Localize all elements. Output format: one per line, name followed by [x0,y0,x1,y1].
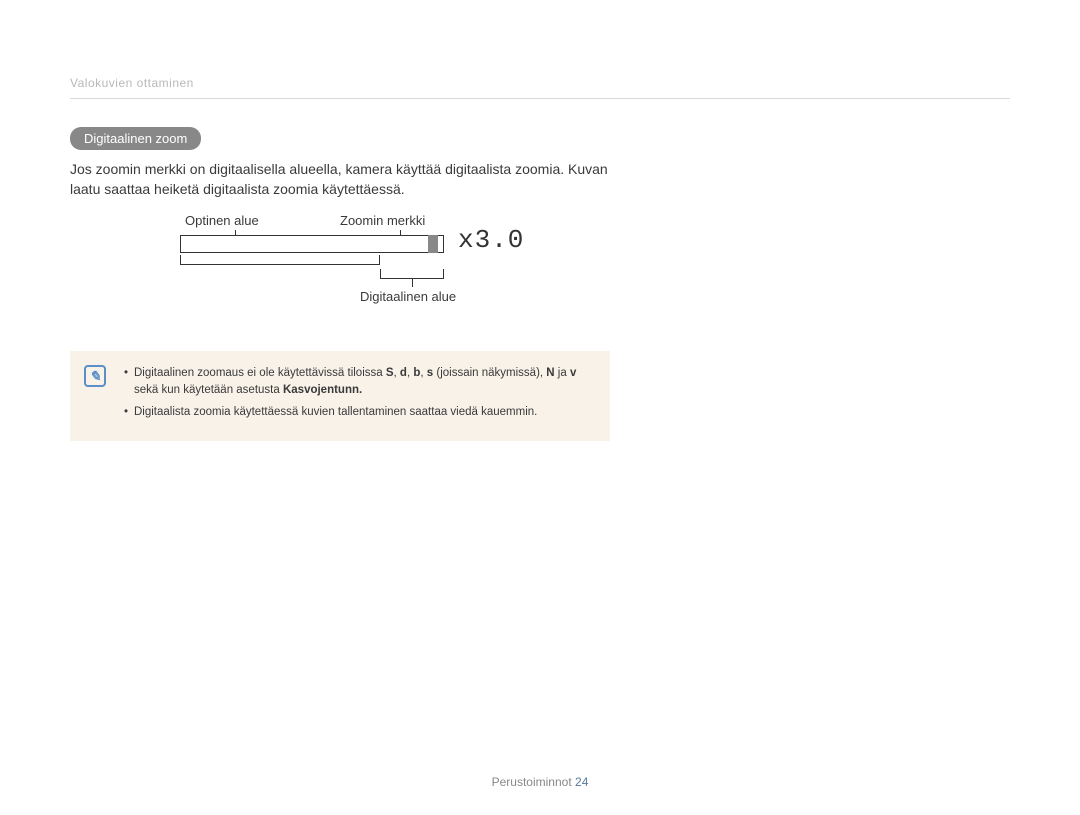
mode-symbol: d [400,367,407,379]
footer-section: Perustoiminnot [492,775,572,789]
zoom-diagram: Optinen alue Zoomin merkki Digitaalinen … [180,213,610,333]
bracket-optical [180,255,380,265]
note-item: Digitaalinen zoomaus ei ole käytettäviss… [124,365,594,400]
leader-line [412,279,413,287]
label-zoom-marker: Zoomin merkki [340,213,425,228]
note-item: Digitaalista zoomia käytettäessä kuvien … [124,404,594,421]
zoom-value: x3.0 [458,225,524,255]
section-title: Digitaalinen zoom [70,127,201,150]
note-box: ✎ Digitaalinen zoomaus ei ole käytettävi… [70,351,610,441]
note-text: sekä kun käytetään asetusta [134,384,283,396]
breadcrumb: Valokuvien ottaminen [70,76,1010,99]
note-text: Digitaalista zoomia käytettäessä kuvien … [134,406,537,418]
zoom-bar [180,235,444,253]
content-column: Digitaalinen zoom Jos zoomin merkki on d… [70,127,610,441]
note-text: (joissain näkymissä), [433,367,546,379]
bracket-digital [380,269,444,279]
footer-page-number: 24 [575,775,588,789]
label-optical-area: Optinen alue [185,213,259,228]
pencil-icon: ✎ [89,369,101,383]
note-text: Digitaalinen zoomaus ei ole käytettäviss… [134,367,386,379]
mode-symbol: v [570,367,576,379]
body-text: Jos zoomin merkki on digitaalisella alue… [70,160,610,199]
note-text: ja [555,367,570,379]
note-bold-text: Kasvojentunn. [283,384,362,396]
note-list: Digitaalinen zoomaus ei ole käytettäviss… [124,365,594,421]
label-digital-area: Digitaalinen alue [360,289,456,304]
mode-symbol: N [546,367,554,379]
mode-symbol: S [386,367,394,379]
zoom-marker [428,235,438,253]
page-footer: Perustoiminnot 24 [0,775,1080,789]
note-icon: ✎ [84,365,106,387]
